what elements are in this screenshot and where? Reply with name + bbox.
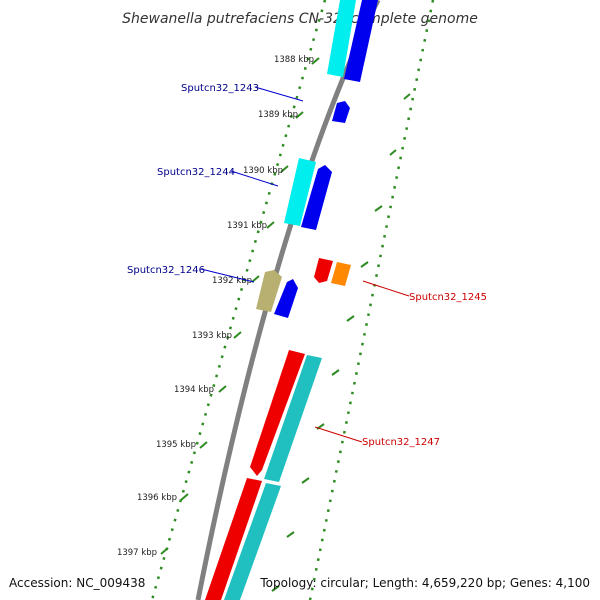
gene-feature-rna-top[interactable]: [327, 0, 356, 77]
tick-mark: [301, 477, 310, 484]
tick-label-1393: 1393 kbp: [192, 331, 232, 341]
gene-label-sputcn32-1245[interactable]: Sputcn32_1245: [409, 292, 487, 303]
tick-mark: [233, 331, 242, 339]
tick-mark: [286, 531, 295, 538]
gene-feature-sputcn32-1245-orange[interactable]: [331, 262, 351, 286]
gene-feature-cds-top[interactable]: [344, 0, 378, 82]
leader-line: [200, 268, 255, 283]
forward-strand-features: [256, 0, 378, 318]
tick-group: 1388 kbp 1389 kbp 1390 kbp 1391 kbp 1392…: [117, 55, 411, 592]
gene-feature-sputcn32-1245-red[interactable]: [314, 258, 333, 283]
gene-label-sputcn32-1246[interactable]: Sputcn32_1246: [127, 265, 205, 276]
tick-mark: [331, 369, 340, 376]
gene-feature-rna-lower[interactable]: [224, 483, 281, 600]
tick-mark: [311, 57, 320, 65]
gene-feature-red-lower[interactable]: [205, 478, 262, 600]
gene-label-sputcn32-1243[interactable]: Sputcn32_1243: [181, 83, 259, 94]
tick-mark: [266, 221, 275, 229]
tick-mark: [389, 149, 397, 156]
tick-mark: [295, 111, 304, 119]
leader-line: [362, 280, 410, 297]
tick-label-1396: 1396 kbp: [137, 493, 177, 503]
tick-label-1390: 1390 kbp: [243, 166, 283, 176]
leader-line: [314, 426, 363, 443]
tick-mark: [403, 93, 411, 100]
leader-line: [230, 170, 279, 187]
gene-feature-sputcn32-1247-rna[interactable]: [264, 355, 322, 482]
tick-mark: [374, 205, 383, 212]
gene-feature-sputcn32-1244[interactable]: [301, 165, 332, 230]
tick-label-1388: 1388 kbp: [274, 55, 314, 65]
reverse-strand-features: [205, 258, 351, 600]
tick-mark: [251, 275, 260, 283]
tick-label-1389: 1389 kbp: [258, 110, 298, 120]
gene-feature-sputcn32-1246-olive[interactable]: [256, 270, 282, 312]
genome-summary-text: Topology: circular; Length: 4,659,220 bp…: [259, 576, 590, 590]
gene-label-sputcn32-1244[interactable]: Sputcn32_1244: [157, 167, 235, 178]
tick-mark: [160, 547, 169, 555]
tick-mark: [180, 493, 189, 501]
leader-line: [254, 86, 304, 102]
tick-mark: [360, 261, 369, 268]
gene-labels: Sputcn32_1243 Sputcn32_1244 Sputcn32_124…: [127, 83, 487, 448]
gene-feature-sputcn32-1246[interactable]: [274, 279, 298, 318]
tick-label-1397: 1397 kbp: [117, 548, 157, 558]
gene-label-sputcn32-1247[interactable]: Sputcn32_1247: [362, 437, 440, 448]
accession-text: Accession: NC_009438: [9, 576, 145, 590]
inner-ruler-line: [150, 0, 327, 600]
tick-mark: [218, 385, 227, 393]
gene-feature-sputcn32-1243[interactable]: [332, 101, 350, 123]
tick-mark: [271, 585, 280, 592]
tick-label-1395: 1395 kbp: [156, 440, 196, 450]
tick-mark: [346, 315, 355, 322]
tick-mark: [199, 441, 208, 449]
map-title: Shewanella putrefaciens CN-32, complete …: [122, 11, 478, 27]
tick-label-1391: 1391 kbp: [227, 221, 267, 231]
gene-feature-sputcn32-1244-rna[interactable]: [284, 158, 316, 226]
tick-mark: [280, 165, 289, 173]
tick-label-1392: 1392 kbp: [212, 276, 252, 286]
gene-feature-sputcn32-1247[interactable]: [250, 350, 305, 476]
outer-ruler-line: [308, 0, 435, 600]
tick-label-1394: 1394 kbp: [174, 385, 214, 395]
